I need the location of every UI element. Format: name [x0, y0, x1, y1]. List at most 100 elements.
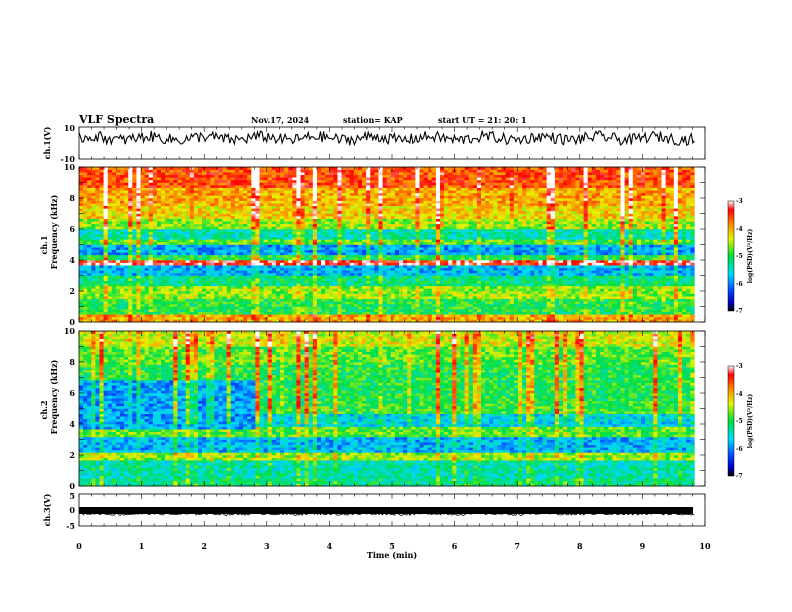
spectrogram-cell [165, 200, 170, 204]
spectrogram-cell [115, 172, 121, 176]
spectrogram-cell [193, 314, 199, 318]
spectrogram-cell [341, 182, 346, 186]
spectrogram-cell [128, 172, 133, 176]
spectrogram-cell [341, 169, 346, 173]
spectrogram-cell [136, 272, 141, 276]
spectrogram-cell [382, 167, 387, 170]
spectrogram-cell [292, 213, 297, 217]
spectrogram-cell [382, 280, 387, 284]
spectrogram-cell [362, 301, 367, 305]
spectrogram-cell [185, 283, 191, 287]
spectrogram-cell [136, 270, 141, 274]
spectrogram-cell [349, 190, 355, 194]
spectrogram-cell [91, 278, 96, 281]
spectrogram-cell [259, 195, 264, 199]
spectrogram-cell [238, 314, 244, 318]
spectrogram-cell [263, 288, 269, 292]
spectrogram-cell [398, 272, 404, 276]
spectrogram-cell [177, 267, 182, 271]
spectrogram-cell [247, 319, 252, 323]
spectrogram-cell [185, 213, 191, 217]
spectrogram-cell [202, 198, 207, 201]
spectrogram-cell [407, 208, 412, 212]
spectrogram-cell [218, 182, 223, 186]
spectrogram-cell [214, 190, 219, 194]
spectrogram-cell [267, 283, 273, 287]
spectrogram-cell [210, 306, 215, 310]
spectrogram-cell [390, 198, 396, 201]
spectrogram-cell [144, 260, 150, 263]
spectrogram-cell [275, 247, 281, 250]
spectrogram-cell [357, 172, 363, 176]
spectrogram-cell [304, 296, 310, 300]
spectrogram-cell [103, 187, 109, 191]
spectrogram-cell [222, 177, 227, 181]
spectrogram-cell [325, 249, 330, 253]
spectrogram-cell [115, 208, 121, 212]
spectrogram-cell [353, 226, 359, 230]
spectrogram-cell [255, 293, 260, 297]
spectrogram-cell [226, 190, 232, 194]
spectrogram-cell [115, 192, 121, 196]
spectrogram-cell [169, 280, 174, 284]
spectrogram-cell [87, 272, 92, 276]
spectrogram-cell [234, 311, 240, 315]
spectrogram-cell [390, 316, 396, 320]
spectrogram-cell [185, 257, 191, 261]
spectrogram-cell [337, 252, 342, 256]
spectrogram-cell [308, 241, 314, 245]
spectrogram-cell [214, 257, 219, 261]
spectrogram-cell [267, 210, 273, 214]
spectrogram-cell [111, 185, 117, 188]
spectrogram-cell [202, 306, 207, 310]
spectrogram-cell [390, 185, 396, 188]
spectrogram-cell [378, 265, 383, 269]
spectrogram-cell [275, 283, 281, 287]
spectrogram-cell [202, 293, 207, 297]
spectrogram-cell [115, 314, 121, 318]
spectrogram-cell [193, 267, 199, 271]
spectrogram-cell [386, 221, 392, 225]
spectrogram-cell [226, 223, 232, 227]
spectrogram-cell [238, 179, 244, 183]
spectrogram-cell [132, 185, 137, 188]
spectrogram-cell [357, 205, 363, 209]
spectrogram-cell [95, 265, 100, 269]
spectrogram-cell [316, 254, 322, 258]
spectrogram-cell [403, 221, 408, 225]
spectrogram-cell [325, 244, 330, 248]
spectrogram-cell [255, 177, 260, 181]
spectrogram-cell [243, 257, 248, 261]
spectrogram-cell [177, 285, 182, 289]
spectrogram-cell [103, 216, 109, 219]
spectrogram-cell [362, 275, 367, 279]
spectrogram-cell [136, 223, 141, 227]
spectrogram-cell [280, 216, 285, 219]
spectrogram-cell [366, 177, 371, 181]
spectrogram-cell [169, 306, 174, 310]
spectrogram-cell [197, 205, 203, 209]
spectrogram-cell [304, 208, 310, 212]
spectrogram-cell [132, 241, 137, 245]
spectrogram-cell [128, 203, 133, 207]
spectrogram-cell [234, 257, 240, 261]
spectrogram-cell [226, 172, 232, 176]
spectrogram-cell [238, 182, 244, 186]
spectrogram-cell [226, 285, 232, 289]
spectrogram-cell [300, 291, 305, 294]
spectrogram-cell [165, 231, 170, 235]
spectrogram-cell [374, 185, 379, 188]
spectrogram-cell [316, 213, 322, 217]
spectrogram-cell [218, 239, 223, 243]
spectrogram-cell [325, 293, 330, 297]
spectrogram-cell [329, 249, 334, 253]
spectrogram-cell [197, 283, 203, 287]
spectrogram-cell [185, 296, 191, 300]
spectrogram-cell [124, 311, 129, 315]
spectrogram-cell [140, 179, 145, 183]
spectrogram-cell [407, 244, 412, 248]
spectrogram-cell [124, 185, 129, 188]
spectrogram-cell [308, 205, 314, 209]
spectrogram-cell [275, 177, 281, 181]
spectrogram-cell [107, 280, 113, 284]
